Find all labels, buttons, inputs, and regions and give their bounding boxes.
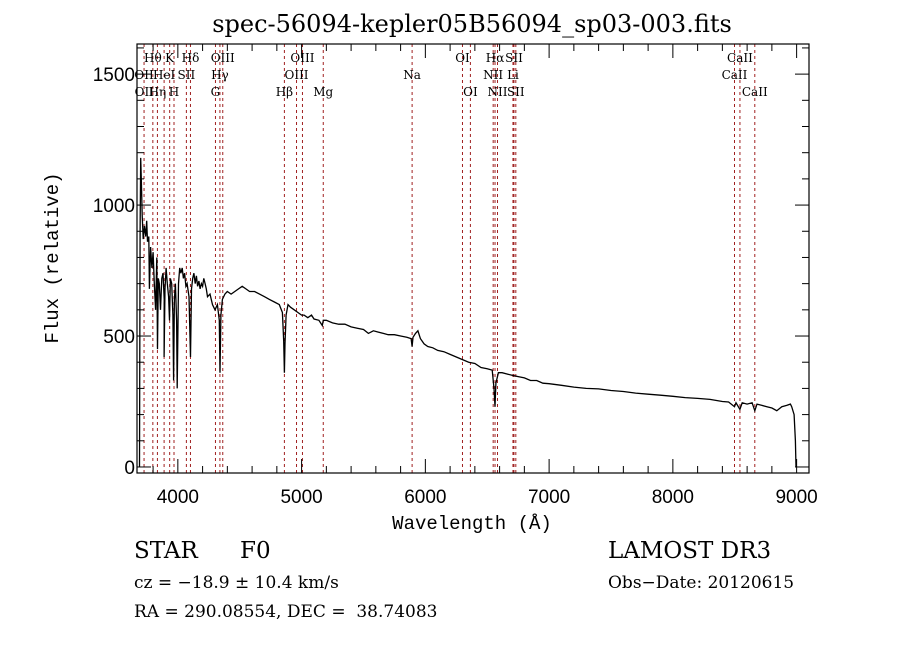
survey-label: LAMOST DR3 xyxy=(608,538,772,564)
spectral-line-label: SII xyxy=(505,51,523,65)
x-axis-label: Wavelength (Å) xyxy=(392,513,552,535)
x-tick-label: 7000 xyxy=(528,487,570,508)
spectral-line-label: CaII xyxy=(727,51,753,65)
x-tick-label: 8000 xyxy=(652,487,694,508)
spectral-line-markers xyxy=(143,44,756,473)
chart-title: spec-56094-kepler05B56094_sp03-003.fits xyxy=(212,10,732,38)
y-tick-label: 1000 xyxy=(93,196,135,217)
spectral-line-label: NII xyxy=(488,85,508,99)
y-tick-label: 1500 xyxy=(93,65,135,86)
spectral-line-label: OIII xyxy=(284,68,308,82)
y-axis-ticks xyxy=(137,47,809,468)
spectral-line-label: CaII xyxy=(722,68,748,82)
spectral-line-label: SII xyxy=(507,85,525,99)
y-axis-tick-labels: 0 500 1000 1500 xyxy=(93,65,135,479)
spectral-line-label: Li xyxy=(507,68,519,82)
spectral-line-label: Hη xyxy=(149,85,167,99)
coordinates-text: RA = 290.08554, DEC = 38.74083 xyxy=(134,602,438,622)
x-axis-ticks xyxy=(152,44,798,473)
x-axis-tick-labels: 4000 5000 6000 7000 8000 9000 xyxy=(157,487,818,508)
spectral-line-label: SII xyxy=(178,68,196,82)
spectral-line-label: NII xyxy=(483,68,503,82)
spectral-line-label: Hβ xyxy=(276,85,293,99)
x-tick-label: 9000 xyxy=(775,487,817,508)
spectral-line-label: OI xyxy=(463,85,478,99)
plot-frame xyxy=(136,43,810,474)
redshift-text: cz = −18.9 ± 10.4 km/s xyxy=(134,573,339,593)
spectral-line-label: Na xyxy=(403,68,421,82)
x-tick-label: 4000 xyxy=(157,487,199,508)
spectral-line-label: H xyxy=(169,85,179,99)
x-tick-label: 6000 xyxy=(404,487,446,508)
object-subclass: F0 xyxy=(240,538,271,564)
y-tick-label: 0 xyxy=(124,458,135,479)
spectrum-line xyxy=(138,157,797,468)
spectral-line-label: CaII xyxy=(742,85,768,99)
spectral-line-label: Hδ xyxy=(182,51,200,65)
spectral-line-label: OI xyxy=(455,51,470,65)
spectral-line-label: Hθ xyxy=(144,51,162,65)
spectral-line-label: OIII xyxy=(290,51,314,65)
spectral-line-label: Hγ xyxy=(211,68,229,82)
spectral-line-label: Hα xyxy=(486,51,505,65)
spectral-line-label: HeI xyxy=(153,68,176,82)
object-class: STAR xyxy=(134,538,198,564)
spectral-line-label: OII xyxy=(134,68,154,82)
spectral-line-label: OIII xyxy=(211,51,235,65)
y-tick-label: 500 xyxy=(103,327,135,348)
spectral-line-label: G xyxy=(211,85,221,99)
y-axis-label: Flux (relative) xyxy=(42,172,64,343)
spectral-line-label: Mg xyxy=(313,85,333,99)
spectral-line-label: K xyxy=(165,51,175,65)
x-tick-label: 5000 xyxy=(280,487,322,508)
obs-date-text: Obs−Date: 20120615 xyxy=(608,573,795,593)
spectral-line-label: OII xyxy=(135,85,155,99)
